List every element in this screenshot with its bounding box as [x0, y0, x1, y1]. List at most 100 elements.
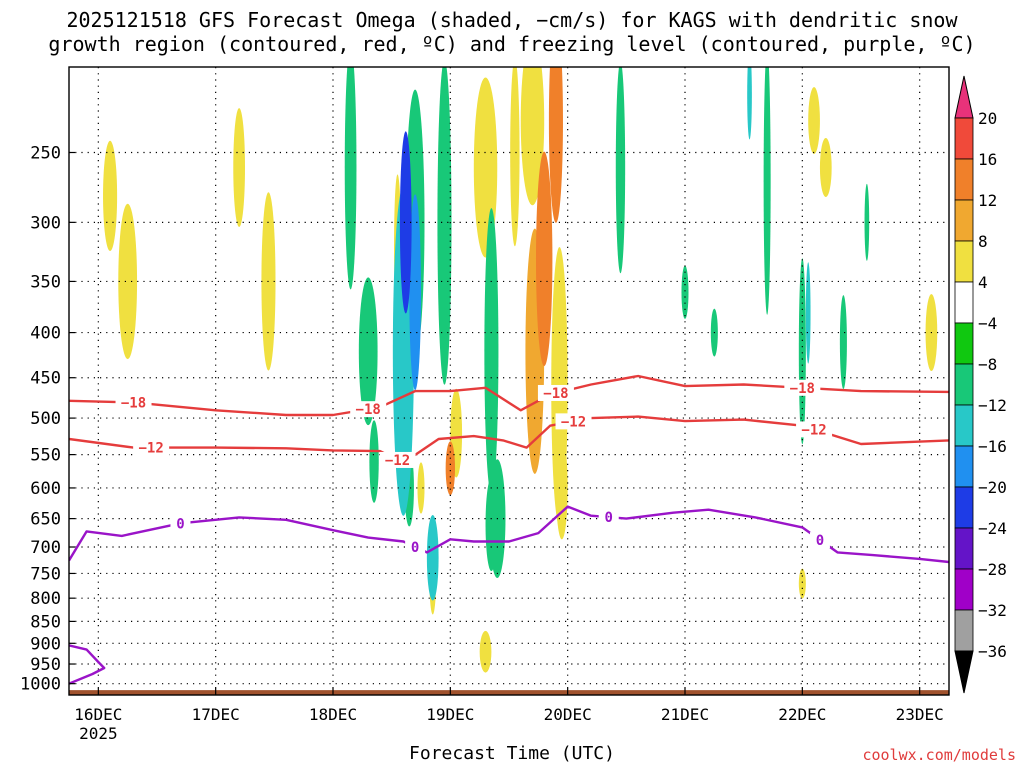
y-tick-label-900: 900	[30, 634, 61, 654]
omega-blob-27	[839, 295, 847, 390]
contour-label-bg-dendritic-top-3	[784, 379, 821, 396]
terrain-ground	[69, 690, 949, 695]
omega-blob-1	[103, 140, 118, 252]
contour-label-dendritic-top-1: −18	[356, 402, 381, 418]
y-tick-label-850: 850	[30, 612, 61, 632]
plot-frame	[68, 66, 950, 696]
omega-blob-40	[548, 67, 563, 223]
omega-blob-42	[409, 194, 421, 391]
x-tick-label-3: 19DEC	[426, 705, 474, 724]
omega-blob-34	[485, 477, 498, 572]
contour-label-bg-dendritic-bottom-1	[379, 451, 416, 468]
omega-blob-8	[479, 630, 492, 673]
colorbar-label-4: 4	[978, 273, 988, 292]
contour-dendritic-top	[69, 374, 949, 417]
colorbar-segment-8	[954, 445, 974, 488]
x-tick-label-0: 16DEC	[74, 705, 122, 724]
x-axis-title: Forecast Time (UTC)	[409, 743, 615, 764]
omega-blob-15	[520, 67, 545, 206]
contour-label-dendritic-bottom-3: −12	[801, 422, 826, 438]
colorbar-segment-9	[954, 486, 974, 529]
colorbar-segment-7	[954, 404, 974, 447]
omega-blob-38	[747, 67, 752, 140]
colorbar-segment-10	[954, 527, 974, 570]
colorbar-segment-4	[954, 281, 974, 324]
omega-blob-21	[358, 277, 378, 426]
y-tick-label-550: 550	[30, 446, 61, 466]
y-tick-label-300: 300	[30, 213, 61, 233]
colorbar-top-triangle	[954, 75, 974, 119]
contour-label-dendritic-top-2: −18	[543, 386, 568, 402]
colorbar-label-2: 12	[978, 191, 997, 210]
x-tick-label-5: 21DEC	[661, 705, 709, 724]
contour-label-freezing-level-0: 0	[176, 516, 184, 532]
x-tick-label-2: 18DEC	[309, 705, 357, 724]
y-tick-label-400: 400	[30, 324, 61, 344]
contour-label-dendritic-bottom-1: −12	[385, 453, 410, 469]
omega-blob-41	[445, 441, 456, 496]
colorbar: 20 16 12 8 4 −4 −8 −12 −16 −20 −24 −28 −32 −36	[954, 75, 1007, 694]
colorbar-label-8: −16	[978, 437, 1007, 456]
omega-blob-36	[426, 515, 439, 601]
colorbar-label-5: −4	[978, 314, 997, 333]
y-axis: 2503003504004505005506006507007508008509…	[20, 143, 75, 695]
contour-label-freezing-level-3: 0	[816, 533, 824, 549]
colorbar-label-6: −8	[978, 355, 997, 374]
x-tick-label-1: 17DEC	[192, 705, 240, 724]
colorbar-segment-3	[954, 240, 974, 283]
y-tick-label-950: 950	[30, 655, 61, 675]
colorbar-label-3: 8	[978, 232, 988, 251]
omega-blob-30	[484, 208, 499, 495]
contour-freezing-level	[69, 505, 949, 564]
contour-label-bg-freezing-level-3	[809, 532, 830, 549]
contour-label-bg-dendritic-top-1	[350, 401, 387, 418]
omega-blob-9	[819, 137, 832, 198]
colorbar-segment-1	[954, 158, 974, 201]
y-tick-label-750: 750	[30, 564, 61, 584]
colorbar-segment-0	[954, 117, 974, 160]
contour-label-bg-dendritic-bottom-3	[796, 421, 833, 438]
omega-blob-12	[798, 568, 806, 599]
x-tick-label-7: 23DEC	[896, 705, 944, 724]
contour-label-bg-dendritic-top-0	[115, 394, 152, 411]
colorbar-segment-11	[954, 568, 974, 611]
contour-label-freezing-level-2: 0	[605, 510, 613, 526]
colorbar-label-1: 16	[978, 150, 997, 169]
omega-blob-20	[344, 67, 357, 290]
colorbar-segment-5	[954, 322, 974, 365]
contour-label-dendritic-top-3: −18	[790, 381, 815, 397]
omega-blob-5	[510, 67, 520, 247]
omega-blob-35	[535, 151, 553, 367]
omega-blob-33	[798, 258, 806, 445]
contour-label-freezing-level-1: 0	[411, 540, 419, 556]
colorbar-label-11: −28	[978, 560, 1007, 579]
y-tick-label-350: 350	[30, 272, 61, 292]
contour-label-bg-dendritic-top-2	[537, 384, 574, 401]
y-tick-label-600: 600	[30, 479, 61, 499]
omega-blob-24	[369, 420, 379, 503]
y-tick-label-500: 500	[30, 409, 61, 429]
contour-label-bg-freezing-level-0	[170, 515, 191, 532]
y-tick-label-800: 800	[30, 589, 61, 609]
colorbar-label-9: −20	[978, 478, 1007, 497]
colorbar-label-13: −36	[978, 642, 1007, 661]
colorbar-label-10: −24	[978, 519, 1007, 538]
colorbar-segment-2	[954, 199, 974, 242]
colorbar-label-12: −32	[978, 601, 1007, 620]
y-tick-label-250: 250	[30, 143, 61, 163]
contour-label-dendritic-bottom-2: −12	[561, 414, 586, 430]
contour-label-dendritic-bottom-0: −12	[138, 441, 163, 457]
y-tick-label-700: 700	[30, 538, 61, 558]
colorbar-label-7: −12	[978, 396, 1007, 415]
y-tick-label-650: 650	[30, 510, 61, 530]
omega-blob-43	[399, 131, 412, 314]
omega-blob-25	[615, 67, 626, 274]
credit-link[interactable]: coolwx.com/models	[862, 746, 1016, 764]
omega-blob-29	[437, 67, 452, 385]
contour-label-bg-freezing-level-1	[405, 539, 426, 556]
chart-title-line-2: growth region (contoured, red, ºC) and f…	[48, 32, 976, 56]
omega-blob-32	[864, 183, 870, 261]
omega-blob-28	[681, 265, 689, 319]
